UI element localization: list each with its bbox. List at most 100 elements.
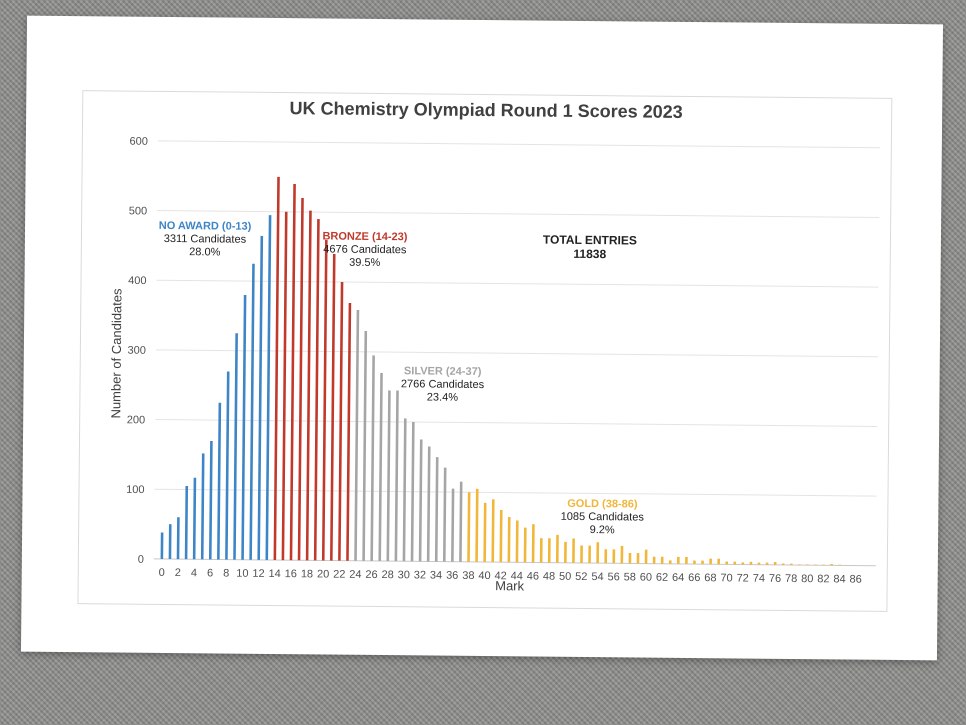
bar-mark-62 — [660, 556, 664, 564]
bar-mark-40 — [483, 502, 487, 563]
band-percent: 9.2% — [589, 524, 615, 537]
x-tick-label: 66 — [688, 572, 700, 584]
bar-mark-54 — [596, 542, 600, 564]
gridline — [157, 210, 880, 218]
x-tick-label: 24 — [349, 569, 361, 581]
bar-mark-24 — [354, 309, 360, 561]
bar-mark-32 — [418, 439, 423, 562]
bar-mark-69 — [717, 558, 720, 565]
gridline — [155, 349, 878, 358]
bar-mark-41 — [491, 499, 495, 563]
gridline — [154, 488, 877, 497]
total-value: 11838 — [573, 246, 607, 262]
x-tick-label: 26 — [365, 569, 377, 581]
bar-mark-60 — [644, 549, 648, 564]
x-tick-label: 44 — [511, 570, 523, 582]
bar-mark-10 — [241, 294, 247, 560]
bar-mark-16 — [289, 183, 296, 561]
bar-mark-66 — [693, 560, 696, 565]
bar-mark-49 — [555, 534, 559, 563]
bar-mark-64 — [677, 556, 680, 564]
bar-mark-76 — [773, 562, 777, 565]
annotation-total: TOTAL ENTRIES 11838 — [530, 232, 650, 262]
gridline — [155, 419, 878, 427]
bar-mark-35 — [443, 467, 447, 562]
bar-mark-39 — [475, 488, 479, 562]
x-tick-label: 16 — [285, 568, 297, 580]
bar-mark-58 — [628, 552, 632, 564]
bar-mark-21 — [330, 254, 336, 561]
bar-mark-59 — [636, 553, 640, 564]
x-tick-label: 68 — [704, 572, 716, 584]
x-tick-label: 54 — [591, 571, 603, 583]
bar-mark-25 — [362, 330, 368, 561]
bar-mark-7 — [217, 402, 222, 560]
x-axis-label: Mark — [495, 578, 525, 593]
x-tick-label: 20 — [317, 568, 329, 580]
bar-mark-48 — [547, 538, 551, 563]
bar-mark-22 — [338, 281, 344, 561]
y-axis-label: Number of Candidates — [108, 288, 124, 419]
bar-mark-78 — [789, 563, 793, 565]
bar-mark-73 — [749, 561, 753, 565]
y-tick-label: 500 — [129, 205, 147, 217]
y-tick-label: 100 — [126, 484, 144, 496]
bar-mark-56 — [612, 549, 616, 564]
bar-mark-37 — [459, 481, 463, 562]
bar-mark-5 — [200, 453, 205, 560]
bar-mark-0 — [160, 532, 164, 559]
bar-mark-9 — [233, 333, 238, 560]
bar-mark-65 — [685, 556, 688, 564]
bar-mark-51 — [572, 538, 575, 563]
x-tick-label: 70 — [720, 572, 732, 584]
y-tick-label: 600 — [129, 136, 147, 148]
bar-mark-71 — [733, 561, 737, 565]
bar-mark-70 — [725, 561, 729, 565]
bar-mark-28 — [386, 390, 391, 562]
bar-mark-53 — [588, 545, 592, 564]
bar-mark-46 — [531, 524, 535, 563]
bar-mark-75 — [765, 562, 769, 565]
bar-mark-30 — [402, 418, 407, 562]
x-tick-label: 86 — [850, 574, 862, 586]
annotation-bronze: BRONZE (14-23) 4676 Candidates 39.5% — [305, 230, 425, 270]
bar-mark-55 — [604, 549, 608, 564]
bar-mark-84 — [838, 564, 841, 566]
bar-mark-4 — [192, 477, 197, 560]
x-tick-label: 52 — [575, 571, 587, 583]
histogram-chart: UK Chemistry Olympiad Round 1 Scores 202… — [108, 98, 880, 593]
gridline — [157, 140, 880, 149]
bar-mark-79 — [798, 564, 801, 566]
y-axis-ticks: 0 100 200 300 400 500 600 — [126, 136, 148, 566]
x-tick-label: 82 — [817, 573, 829, 585]
x-tick-label: 4 — [191, 567, 197, 579]
x-tick-label: 48 — [543, 571, 555, 583]
x-tick-label: 28 — [381, 569, 393, 581]
bar-mark-77 — [781, 563, 785, 565]
x-tick-label: 78 — [785, 573, 797, 585]
band-name: SILVER (24-37) — [403, 365, 482, 378]
bar-mark-45 — [523, 527, 527, 563]
x-tick-label: 12 — [252, 568, 264, 580]
x-tick-label: 14 — [269, 568, 281, 580]
band-count: 4676 Candidates — [323, 243, 407, 257]
x-tick-label: 58 — [624, 571, 636, 583]
x-tick-label: 34 — [430, 570, 442, 582]
annotation-gold: GOLD (38-86) 1085 Candidates 9.2% — [542, 498, 662, 538]
bar-mark-68 — [709, 558, 712, 565]
x-tick-label: 56 — [607, 571, 619, 583]
total-label: TOTAL ENTRIES — [542, 232, 638, 248]
bar-mark-83 — [830, 563, 833, 566]
bar-mark-11 — [249, 263, 255, 560]
x-tick-label: 38 — [462, 570, 474, 582]
bar-mark-43 — [507, 516, 511, 563]
bar-mark-8 — [225, 371, 230, 560]
x-tick-label: 40 — [478, 570, 490, 582]
x-tick-label: 74 — [753, 573, 765, 585]
bar-mark-12 — [257, 235, 264, 560]
bar-mark-23 — [346, 302, 352, 561]
bar-mark-13 — [265, 215, 272, 560]
y-tick-label: 400 — [128, 275, 146, 287]
bar-mark-36 — [451, 488, 455, 562]
bar-mark-29 — [394, 390, 399, 562]
